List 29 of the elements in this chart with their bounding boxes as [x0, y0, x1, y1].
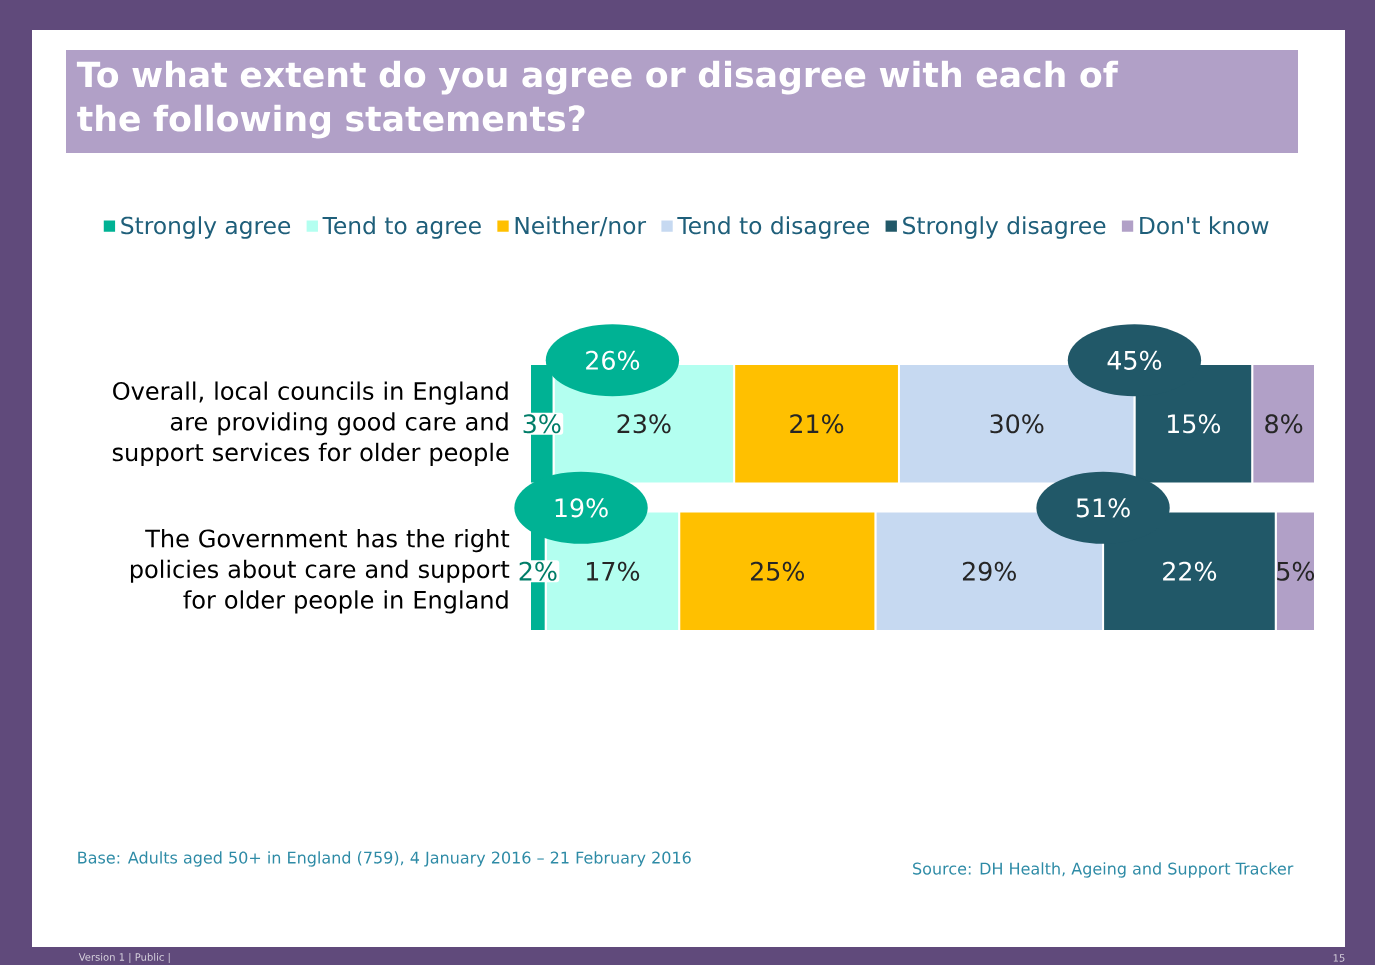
legend-label: Tend to agree	[322, 216, 481, 239]
text: Base: Adults aged 50+ in England (759), 4 January 2016 – 21 February 2016	[78, 851, 691, 867]
annotation: 19%	[555, 498, 608, 518]
annotation: 26%	[586, 350, 640, 370]
data-label: 25%	[750, 561, 805, 581]
data-label: 29%	[962, 561, 1016, 581]
data-label: 15%	[1167, 414, 1221, 434]
legend-label: Strongly disagree	[903, 216, 1106, 239]
legend-label: Neither/nor	[515, 216, 647, 237]
y-tick-label: Overall, local councils in England are providing good care and support services for older people	[112, 381, 509, 467]
source-note: Source: DH Health, Ageing and Support Tracker	[913, 862, 1294, 878]
data-label: 21%	[790, 414, 844, 434]
data-label: 30%	[990, 414, 1044, 434]
data-label: 17%	[587, 561, 640, 581]
chart-title: To what extent do you agree or disagree with each of the following statements?	[76, 60, 1119, 139]
y-tick-label: The Government has the right policies about care and support for older people in England	[130, 528, 510, 614]
data-label: 23%	[617, 414, 671, 434]
annotation: 45%	[1107, 350, 1162, 370]
data-label: 3%	[523, 414, 561, 434]
data-label: 8%	[1265, 414, 1303, 434]
data-label: 22%	[1163, 561, 1217, 581]
legend-label: Tend to disagree	[677, 216, 870, 239]
data-label: 5%	[1277, 561, 1315, 581]
annotation: 51%	[1076, 498, 1130, 518]
text: Version 1 | Public |	[78, 953, 170, 963]
legend-label: Don't know	[1140, 216, 1269, 235]
data-label: 2%	[519, 561, 557, 581]
legend-label: Strongly agree	[121, 216, 291, 239]
text: 15	[1333, 954, 1345, 962]
